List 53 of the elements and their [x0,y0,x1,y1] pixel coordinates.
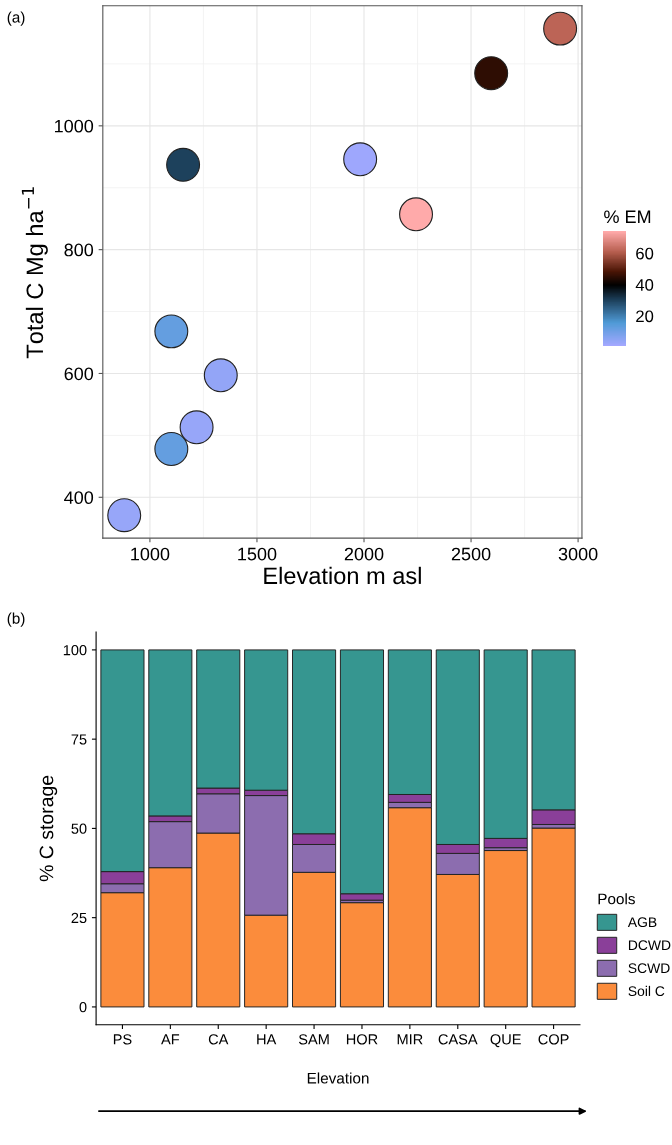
x-tick-label: AF [161,1034,180,1045]
y-tick-label: 100 [63,644,87,656]
x-tick-label: 2000 [344,547,384,561]
y-tick-label: 800 [64,243,94,257]
x-tick-label: HOR [346,1034,378,1045]
y-tick-label: 25 [71,912,87,924]
bar [483,850,528,1008]
y-tick-label: 0 [79,1002,87,1013]
bar [339,902,385,1008]
x-tick-label: 3000 [558,547,598,561]
legend-title: Pools [598,893,635,905]
text: (b) [7,612,25,627]
legend-label: DCWD [628,940,671,951]
x-tick-label: MIR [397,1034,423,1045]
x-tick-label: SAM [298,1034,329,1045]
color-bar-title: % EM [604,210,651,224]
x-tick-label: CA [208,1034,229,1045]
point [107,498,142,533]
point [474,56,509,91]
point [399,197,434,232]
x-axis-title: Elevation m asl [264,566,421,585]
point [166,147,201,182]
point [154,432,189,466]
point [179,410,214,445]
x-tick-label: HA [257,1034,277,1045]
text: (a) [7,11,25,26]
x-tick-label: COP [538,1034,569,1045]
x-tick-label: QUE [490,1034,521,1048]
y-tick-label: 1000 [55,119,94,133]
bar [387,807,432,1008]
color-bar-label: 20 [636,310,654,323]
x-tick-label: CASA [438,1034,478,1045]
legend-label: Soil C [628,985,665,997]
x-tick-label: 1500 [238,547,277,561]
x-tick-label: 1000 [131,547,170,561]
y-tick-label: 75 [71,734,87,745]
y-tick-label: 400 [64,491,94,505]
color-bar-label: 40 [635,279,654,291]
bar [531,827,576,1008]
y-tick-label: 50 [71,823,87,834]
x-tick-label: 2500 [451,547,491,561]
x-axis-title: Elevation [307,1072,369,1084]
x-tick-label: PS [113,1034,132,1045]
y-axis-title: Total C Mg ha$^{−1}$ [21,187,48,359]
point [154,314,189,349]
point [203,358,238,393]
y-axis-title: % C storage [39,775,58,882]
point [343,142,378,177]
point [543,11,578,46]
legend-label: AGB [627,917,657,928]
color-bar-label: 60 [636,247,654,260]
y-tick-label: 600 [64,367,94,381]
legend-label: SCWD [628,963,670,974]
